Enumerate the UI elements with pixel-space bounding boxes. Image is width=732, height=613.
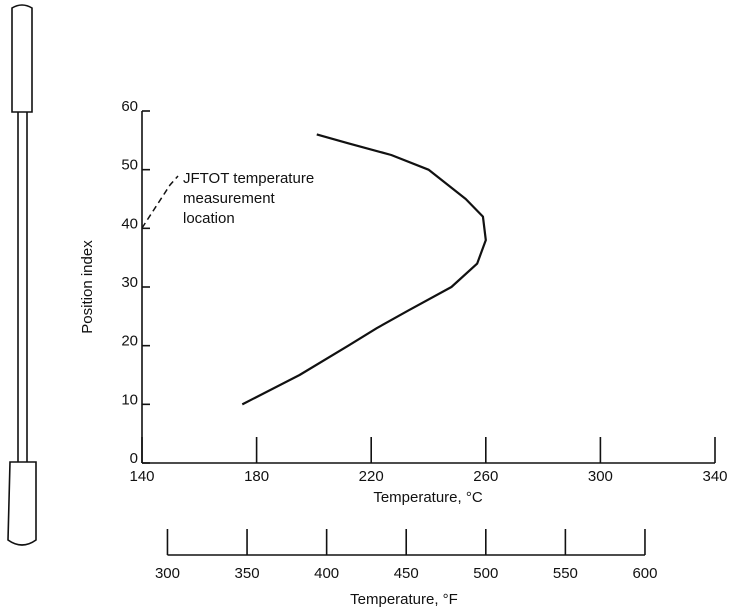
x2-tick-label: 400 — [314, 565, 339, 582]
y-axis-label: Position index — [79, 240, 96, 334]
annotation: JFTOT temperature — [183, 170, 314, 187]
x2-tick-label: 450 — [394, 565, 419, 582]
annotation-leader — [141, 175, 179, 229]
annotation: measurement — [183, 190, 276, 207]
x-tick-label: 180 — [244, 468, 269, 485]
x-tick-label: 260 — [473, 468, 498, 485]
x-tick-label: 300 — [588, 468, 613, 485]
x2-axis-label: Temperature, °F — [350, 591, 458, 608]
y-tick-label: 0 — [130, 450, 138, 467]
x2-tick-label: 550 — [553, 565, 578, 582]
x2-tick-label: 500 — [473, 565, 498, 582]
x2-tick-label: 600 — [632, 565, 657, 582]
data-line — [241, 133, 487, 406]
y-tick-label: 30 — [121, 274, 138, 291]
y-tick-label: 10 — [121, 391, 138, 408]
y-tick-label: 50 — [121, 157, 138, 174]
x-tick-label: 340 — [702, 468, 727, 485]
x-tick-label: 140 — [129, 468, 154, 485]
annotation: location — [183, 210, 235, 227]
y-tick-label: 40 — [121, 215, 138, 232]
y-tick-label: 60 — [121, 98, 138, 115]
x-tick-label: 220 — [359, 468, 384, 485]
x2-tick-label: 350 — [235, 565, 260, 582]
test-tube — [7, 4, 37, 546]
x-axis-label: Temperature, °C — [373, 489, 483, 506]
x2-tick-label: 300 — [155, 565, 180, 582]
y-tick-label: 20 — [121, 333, 138, 350]
